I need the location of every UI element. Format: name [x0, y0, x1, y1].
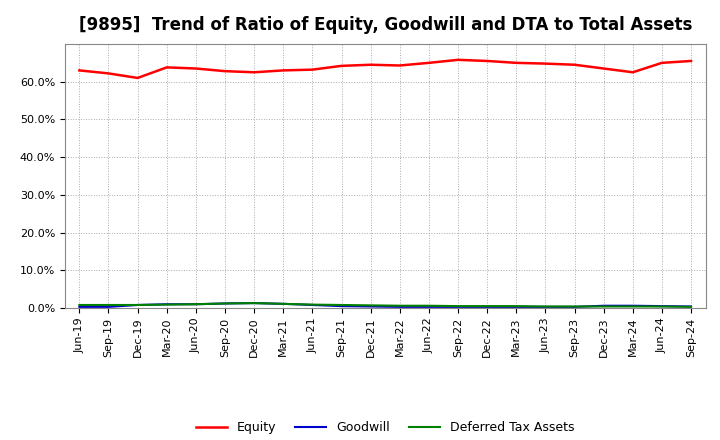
Deferred Tax Assets	[541, 304, 550, 309]
Equity	[687, 59, 696, 64]
Deferred Tax Assets	[687, 304, 696, 309]
Goodwill	[279, 301, 287, 307]
Goodwill	[133, 302, 142, 308]
Deferred Tax Assets	[512, 304, 521, 309]
Deferred Tax Assets	[75, 302, 84, 308]
Equity	[220, 69, 229, 74]
Goodwill	[395, 304, 404, 309]
Goodwill	[104, 304, 113, 309]
Deferred Tax Assets	[483, 304, 492, 309]
Equity	[192, 66, 200, 71]
Equity	[395, 63, 404, 68]
Equity	[279, 68, 287, 73]
Goodwill	[75, 304, 84, 309]
Legend: Equity, Goodwill, Deferred Tax Assets: Equity, Goodwill, Deferred Tax Assets	[191, 416, 580, 439]
Goodwill	[541, 304, 550, 309]
Deferred Tax Assets	[599, 304, 608, 309]
Line: Goodwill: Goodwill	[79, 303, 691, 307]
Goodwill	[599, 303, 608, 308]
Deferred Tax Assets	[308, 302, 317, 307]
Deferred Tax Assets	[657, 304, 666, 309]
Deferred Tax Assets	[629, 304, 637, 309]
Goodwill	[337, 304, 346, 309]
Equity	[570, 62, 579, 67]
Goodwill	[250, 301, 258, 306]
Deferred Tax Assets	[192, 301, 200, 307]
Deferred Tax Assets	[250, 301, 258, 306]
Deferred Tax Assets	[366, 303, 375, 308]
Line: Deferred Tax Assets: Deferred Tax Assets	[79, 303, 691, 307]
Deferred Tax Assets	[104, 302, 113, 308]
Deferred Tax Assets	[337, 302, 346, 308]
Goodwill	[308, 302, 317, 308]
Line: Equity: Equity	[79, 60, 691, 78]
Goodwill	[163, 301, 171, 307]
Goodwill	[512, 304, 521, 309]
Equity	[425, 60, 433, 66]
Deferred Tax Assets	[133, 302, 142, 308]
Deferred Tax Assets	[163, 302, 171, 307]
Goodwill	[570, 304, 579, 309]
Equity	[657, 60, 666, 66]
Equity	[483, 59, 492, 64]
Equity	[337, 63, 346, 69]
Equity	[629, 70, 637, 75]
Title: [9895]  Trend of Ratio of Equity, Goodwill and DTA to Total Assets: [9895] Trend of Ratio of Equity, Goodwil…	[78, 16, 692, 34]
Equity	[133, 75, 142, 81]
Equity	[599, 66, 608, 71]
Goodwill	[629, 303, 637, 308]
Goodwill	[220, 301, 229, 306]
Equity	[104, 71, 113, 76]
Goodwill	[425, 304, 433, 309]
Deferred Tax Assets	[279, 301, 287, 307]
Deferred Tax Assets	[454, 304, 462, 309]
Equity	[541, 61, 550, 66]
Equity	[454, 57, 462, 62]
Equity	[75, 68, 84, 73]
Goodwill	[192, 301, 200, 307]
Equity	[250, 70, 258, 75]
Deferred Tax Assets	[395, 303, 404, 308]
Goodwill	[454, 304, 462, 309]
Deferred Tax Assets	[570, 304, 579, 309]
Goodwill	[687, 304, 696, 309]
Deferred Tax Assets	[220, 301, 229, 306]
Equity	[512, 60, 521, 66]
Equity	[308, 67, 317, 72]
Equity	[366, 62, 375, 67]
Equity	[163, 65, 171, 70]
Goodwill	[483, 304, 492, 309]
Deferred Tax Assets	[425, 303, 433, 308]
Goodwill	[366, 304, 375, 309]
Goodwill	[657, 304, 666, 309]
